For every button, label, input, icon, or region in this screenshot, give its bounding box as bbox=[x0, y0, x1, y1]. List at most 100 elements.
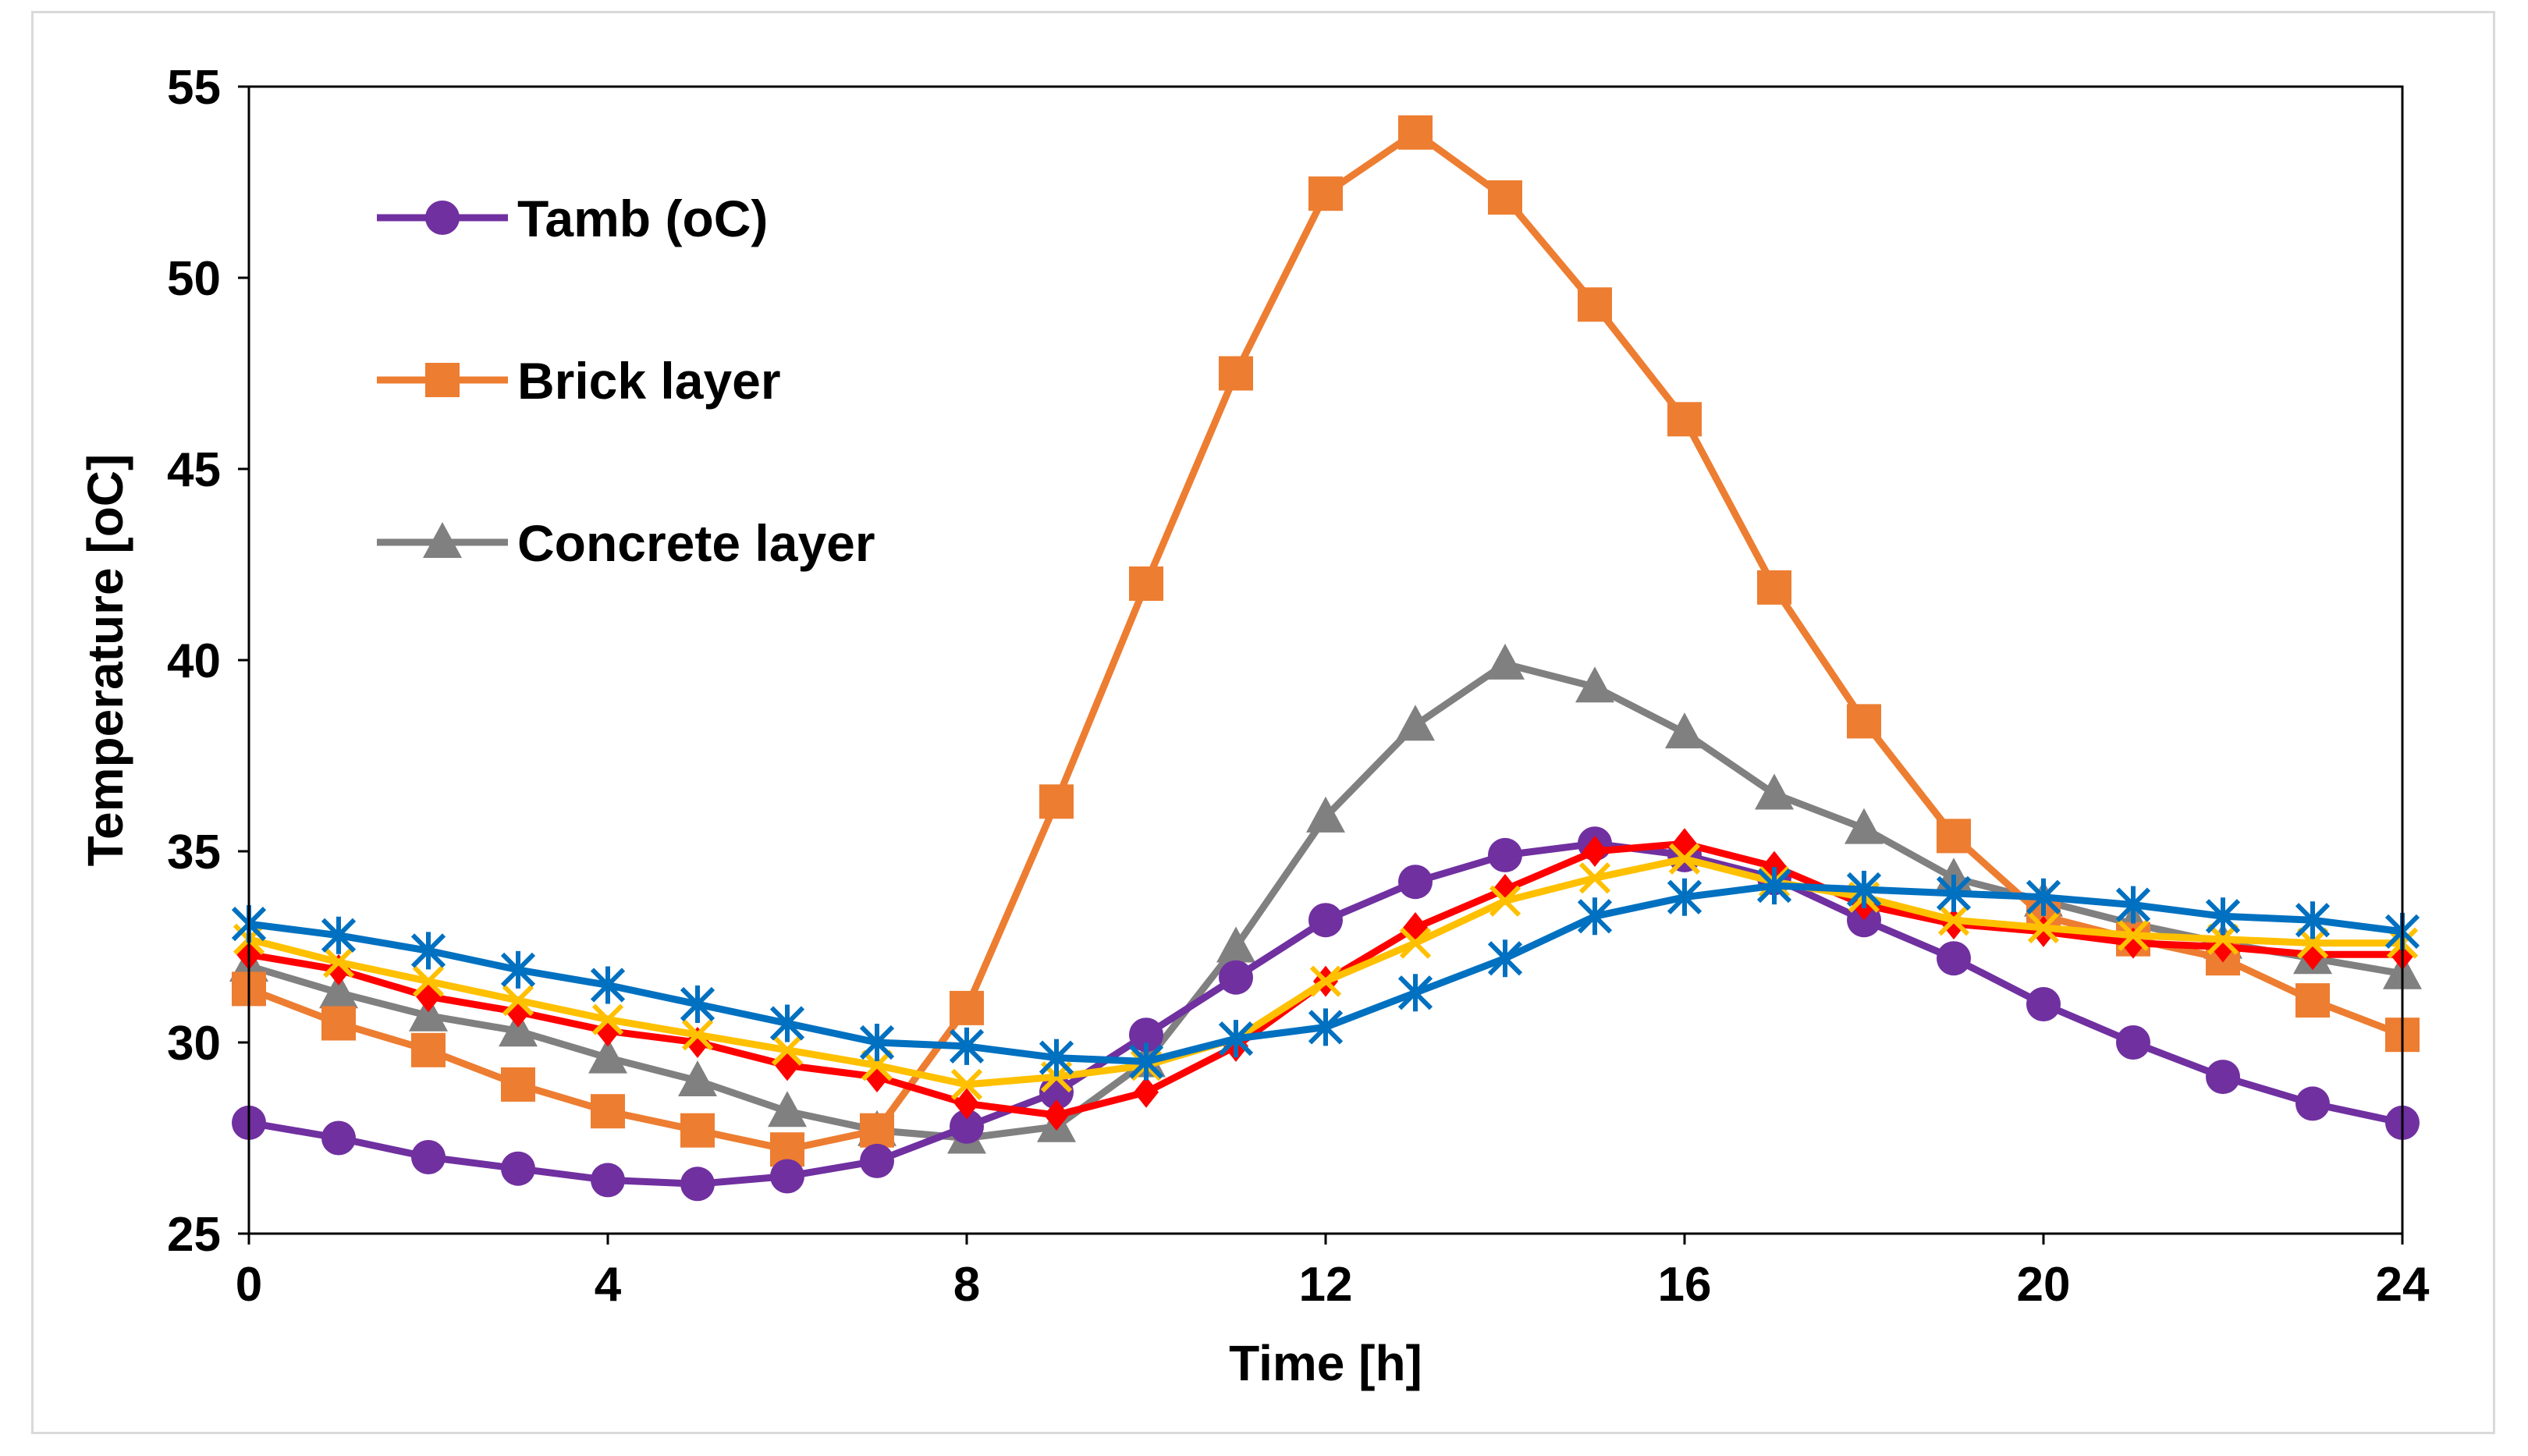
data-point bbox=[502, 984, 534, 1017]
data-point bbox=[2117, 919, 2150, 951]
data-point bbox=[1667, 878, 1702, 916]
legend: Tamb (oC) Brick layer Concrete layer bbox=[377, 190, 875, 572]
data-point bbox=[411, 1140, 446, 1174]
data-point bbox=[500, 950, 536, 989]
data-point bbox=[2115, 886, 2151, 924]
legend-label: Brick layer bbox=[517, 352, 781, 410]
x-tick-label: 0 bbox=[236, 1258, 262, 1312]
data-point bbox=[1487, 939, 1523, 978]
data-point bbox=[2296, 927, 2329, 959]
y-axis-ticks: 25 30 35 40 45 50 55 bbox=[167, 61, 249, 1262]
y-tick-label: 35 bbox=[167, 826, 221, 879]
data-point bbox=[1306, 796, 1345, 833]
data-point bbox=[1486, 643, 1525, 680]
legend-marker bbox=[423, 522, 462, 558]
data-point bbox=[1756, 867, 1792, 905]
data-point bbox=[1398, 865, 1433, 900]
y-axis-title: Temperature [oC] bbox=[77, 454, 133, 867]
data-point bbox=[501, 1067, 535, 1102]
data-point bbox=[1578, 862, 1611, 894]
x-tick-label: 16 bbox=[1658, 1258, 1712, 1312]
axes-layer bbox=[247, 85, 2404, 1235]
data-point bbox=[321, 916, 357, 954]
data-point bbox=[1039, 784, 1074, 819]
data-point bbox=[1488, 180, 1522, 215]
data-point bbox=[1488, 837, 1522, 872]
series-layer-6 bbox=[231, 867, 2420, 1081]
data-point bbox=[321, 1120, 356, 1156]
legend-label: Tamb (oC) bbox=[517, 190, 768, 247]
data-point bbox=[1219, 960, 1253, 995]
data-point bbox=[950, 1109, 984, 1144]
data-point bbox=[1937, 941, 1971, 976]
data-point bbox=[954, 1088, 979, 1120]
data-point bbox=[2207, 923, 2239, 955]
data-point bbox=[499, 1010, 538, 1047]
data-point bbox=[591, 1094, 625, 1129]
data-point bbox=[591, 1003, 624, 1035]
data-point bbox=[861, 1049, 893, 1081]
data-point bbox=[1667, 402, 1702, 437]
y-tick-label: 25 bbox=[167, 1208, 221, 1262]
data-point bbox=[1044, 1099, 1069, 1131]
x-tick-label: 20 bbox=[2017, 1258, 2071, 1312]
data-point bbox=[2205, 897, 2241, 936]
y-tick-label: 45 bbox=[167, 443, 221, 497]
data-point bbox=[1578, 287, 1612, 322]
data-point bbox=[1216, 926, 1255, 963]
series-layer bbox=[229, 115, 2422, 1202]
data-point bbox=[1309, 965, 1342, 997]
data-point bbox=[590, 966, 626, 1004]
y-tick-label: 55 bbox=[167, 61, 221, 115]
data-point bbox=[1577, 897, 1613, 936]
data-point bbox=[1039, 1039, 1074, 1077]
data-point bbox=[1668, 843, 1701, 875]
data-point bbox=[1129, 566, 1163, 601]
legend-item: Brick layer bbox=[377, 352, 781, 410]
data-point bbox=[950, 1068, 983, 1101]
data-point bbox=[1755, 773, 1794, 810]
x-axis-title: Time [h] bbox=[1229, 1335, 1422, 1391]
data-point bbox=[860, 1143, 894, 1178]
data-point bbox=[322, 946, 355, 978]
data-point bbox=[321, 1006, 356, 1041]
data-point bbox=[680, 1167, 715, 1202]
data-point bbox=[1128, 1042, 1164, 1081]
data-point bbox=[1936, 874, 1972, 912]
plot-area-border bbox=[247, 85, 2404, 1235]
x-axis-ticks: 0 4 8 12 16 20 24 bbox=[236, 1234, 2430, 1312]
data-point bbox=[1582, 836, 1607, 867]
data-point bbox=[680, 985, 715, 1023]
data-point bbox=[1219, 356, 1253, 391]
x-tick-label: 24 bbox=[2376, 1258, 2430, 1312]
data-point bbox=[681, 1019, 714, 1051]
data-point bbox=[1489, 885, 1521, 917]
data-point bbox=[591, 1163, 625, 1198]
data-point bbox=[1396, 705, 1435, 741]
data-point bbox=[2295, 983, 2330, 1018]
data-point bbox=[1308, 1008, 1344, 1046]
x-tick-label: 8 bbox=[953, 1258, 980, 1312]
data-point bbox=[410, 932, 446, 970]
data-point bbox=[1399, 927, 1432, 959]
chart-frame: 0 4 8 12 16 20 24 25 30 35 40 45 50 55 Time [h] Temp… bbox=[31, 11, 2495, 1434]
data-point bbox=[1845, 808, 1884, 844]
x-tick-label: 12 bbox=[1299, 1258, 1353, 1312]
data-point bbox=[409, 995, 448, 1032]
data-point bbox=[860, 1113, 894, 1148]
data-point bbox=[1665, 712, 1704, 749]
data-point bbox=[950, 990, 984, 1025]
data-point bbox=[1134, 1076, 1159, 1108]
data-point bbox=[1308, 176, 1343, 211]
line-chart: 0 4 8 12 16 20 24 25 30 35 40 45 50 55 Time [h] Temp… bbox=[77, 61, 2430, 1391]
data-point bbox=[1757, 570, 1791, 605]
data-point bbox=[588, 1037, 627, 1074]
data-point bbox=[2026, 987, 2061, 1021]
legend-marker bbox=[425, 201, 460, 235]
data-point bbox=[1218, 1020, 1254, 1058]
data-point bbox=[2295, 1086, 2330, 1121]
y-tick-label: 50 bbox=[167, 252, 221, 306]
data-point bbox=[1397, 974, 1433, 1012]
data-point bbox=[1308, 903, 1343, 938]
data-point bbox=[859, 1024, 895, 1061]
